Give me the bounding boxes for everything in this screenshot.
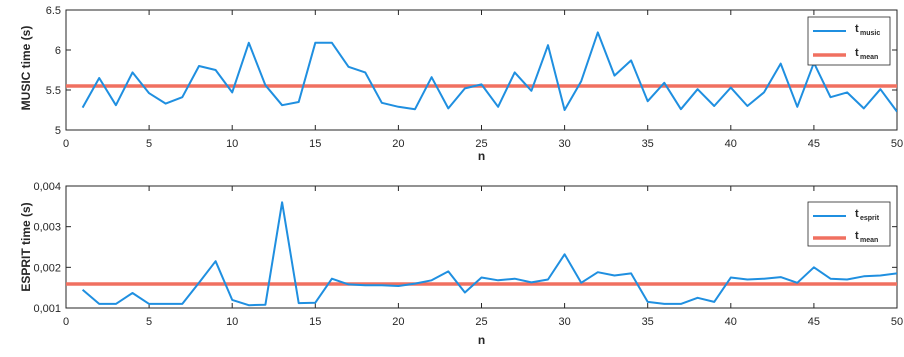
music-x-axis-label: n	[478, 149, 485, 163]
music-ytick-label: 6.5	[46, 5, 61, 17]
esprit-xtick-label: 5	[146, 316, 152, 328]
music-xtick-label: 5	[146, 138, 152, 150]
music-legend-sub: music	[860, 30, 880, 37]
esprit-xtick-label: 40	[725, 316, 737, 328]
music-y-axis-label: MUSIC time (s)	[19, 26, 33, 111]
music-xtick-label: 20	[392, 138, 404, 150]
esprit-legend-sub: esprit	[860, 215, 880, 222]
esprit-legend-label: t	[855, 208, 859, 220]
music-xtick-label: 10	[226, 138, 238, 150]
music-series-line	[83, 32, 897, 111]
esprit-x-axis-label: n	[478, 333, 485, 347]
esprit-xtick-label: 0	[63, 316, 69, 328]
esprit-legend-sub: mean	[860, 237, 878, 244]
esprit-axes-box	[66, 186, 897, 308]
esprit-xtick-label: 15	[309, 316, 321, 328]
esprit-xtick-label: 35	[642, 316, 654, 328]
music-xtick-label: 40	[725, 138, 737, 150]
esprit-y-axis-label: ESPRIT time (s)	[19, 202, 33, 291]
music-xtick-label: 35	[642, 138, 654, 150]
esprit-ytick-label: 0,004	[33, 181, 61, 193]
esprit-xtick-label: 25	[475, 316, 487, 328]
esprit-xtick-label: 10	[226, 316, 238, 328]
esprit-series-line	[83, 202, 897, 305]
esprit-ytick-label: 0,001	[33, 303, 61, 315]
esprit-legend-label: t	[855, 230, 859, 242]
music-xtick-label: 30	[558, 138, 570, 150]
music-ytick-label: 5.5	[46, 85, 61, 97]
music-ytick-label: 5	[55, 125, 61, 137]
esprit-xtick-label: 20	[392, 316, 404, 328]
esprit-xtick-label: 50	[891, 316, 903, 328]
music-xtick-label: 45	[808, 138, 820, 150]
music-ytick-label: 6	[55, 45, 61, 57]
music-legend-sub: mean	[860, 54, 878, 61]
esprit-xtick-label: 30	[558, 316, 570, 328]
music-xtick-label: 15	[309, 138, 321, 150]
music-xtick-label: 0	[63, 138, 69, 150]
esprit-ytick-label: 0,002	[33, 262, 61, 274]
esprit-xtick-label: 45	[808, 316, 820, 328]
music-legend-label: t	[855, 23, 859, 35]
music-xtick-label: 50	[891, 138, 903, 150]
music-legend-label: t	[855, 47, 859, 59]
music-axes-box	[66, 10, 897, 130]
esprit-ytick-label: 0,003	[33, 222, 61, 234]
esprit-panel: 0 5 10 15 20 25 30 35 40 45 50 0,001 0,002 0,003 0,004…	[19, 181, 903, 347]
